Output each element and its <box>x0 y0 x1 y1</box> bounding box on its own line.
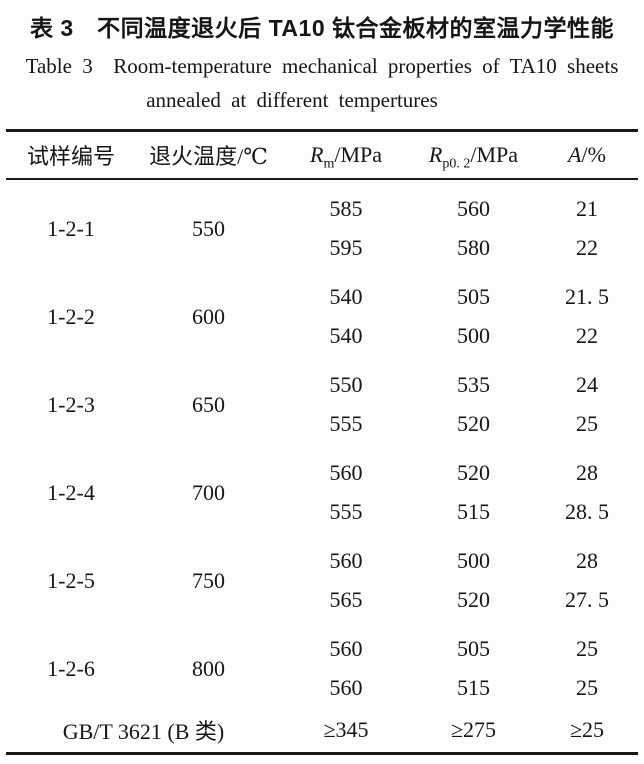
rm-value: 540 <box>329 323 363 348</box>
rm-value: 565 <box>329 587 363 612</box>
sample-id: 1-2-1 <box>47 216 95 241</box>
table-caption-english-line1: Table 3 Room-temperature mechanical prop… <box>25 54 619 78</box>
elongation-unit: /% <box>581 142 606 167</box>
sample-id: 1-2-3 <box>47 392 95 417</box>
rp02-value: 500 <box>457 548 490 573</box>
elongation-value: 22 <box>576 323 598 348</box>
annealing-temperature: 700 <box>192 480 225 505</box>
table-row: 555 520 25 <box>6 404 638 444</box>
table-caption-english-line2: annealed at different tempertures <box>146 88 438 112</box>
table-row: 1-2-1 550 585 560 21 <box>6 179 638 241</box>
rm-value: 560 <box>329 636 363 661</box>
rm-value: 560 <box>329 548 363 573</box>
rp02-value: 505 <box>457 284 490 309</box>
rp02-value: 505 <box>457 636 490 661</box>
annealing-temperature: 600 <box>192 304 225 329</box>
rp02-value: 520 <box>457 460 490 485</box>
elongation-value: 22 <box>576 235 598 260</box>
elongation-value: 21 <box>576 196 598 221</box>
rp02-value: 520 <box>457 587 490 612</box>
table-row: 1-2-2 600 540 505 21. 5 <box>6 268 638 329</box>
annealing-temperature: 750 <box>192 568 225 593</box>
elongation-value: 28 <box>576 548 598 573</box>
elongation-min-value: ≥25 <box>569 717 605 742</box>
col-header-annealing-temperature: 退火温度/℃ <box>136 130 281 180</box>
mechanical-properties-table: 试样编号 退火温度/℃ Rm/MPa Rp0. 2/MPa A/% 1-2-1 … <box>6 129 638 755</box>
elongation-value: 21. 5 <box>565 284 609 309</box>
rm-value: 585 <box>329 196 363 221</box>
header-row: 试样编号 退火温度/℃ Rm/MPa Rp0. 2/MPa A/% <box>6 130 638 180</box>
table-row: 565 520 27. 5 <box>6 580 638 620</box>
elongation-value: 28. 5 <box>565 499 609 524</box>
table-row: 1-2-3 650 550 535 24 <box>6 356 638 417</box>
col-header-elongation: A/% <box>536 130 638 180</box>
elongation-value: 25 <box>576 675 598 700</box>
elongation-value: 28 <box>576 460 598 485</box>
rm-value: 595 <box>329 235 363 260</box>
rp02-value: 520 <box>457 411 490 436</box>
table-title-chinese: 表 3 不同温度退火后 TA10 钛合金板材的室温力学性能 <box>30 15 614 41</box>
annealing-temperature: 800 <box>192 656 225 681</box>
rp02-value: 500 <box>457 323 490 348</box>
elongation-value: 24 <box>576 372 598 397</box>
rm-unit: /MPa <box>334 142 383 167</box>
col-header-rp02: Rp0. 2/MPa <box>411 130 536 180</box>
rp02-value: 580 <box>457 235 490 260</box>
rp02-value: 560 <box>457 196 490 221</box>
rm-value: 550 <box>329 372 363 397</box>
rp02-unit: /MPa <box>470 142 519 167</box>
rm-symbol: R <box>309 142 324 167</box>
table-row: 560 515 25 <box>6 668 638 708</box>
rp02-value: 515 <box>457 499 490 524</box>
standard-reference-row: GB/T 3621 (B 类) ≥345 ≥275 ≥25 <box>6 708 638 754</box>
standard-label: GB/T 3621 (B 类) <box>62 719 225 744</box>
rp02-symbol: R <box>428 142 443 167</box>
rm-value: 560 <box>329 460 363 485</box>
sample-id: 1-2-4 <box>47 480 95 505</box>
rp02-subscript: p0. 2 <box>442 156 471 172</box>
table-row: 595 580 22 <box>6 228 638 268</box>
rp02-min-value: ≥275 <box>450 717 497 742</box>
sample-id: 1-2-6 <box>47 656 95 681</box>
sample-id: 1-2-2 <box>47 304 95 329</box>
rm-value: 555 <box>329 411 363 436</box>
rp02-value: 535 <box>457 372 490 397</box>
elongation-value: 27. 5 <box>565 587 609 612</box>
annealing-temperature: 550 <box>192 216 225 241</box>
table-row: 1-2-6 800 560 505 25 <box>6 620 638 681</box>
table-row: 1-2-5 750 560 500 28 <box>6 532 638 593</box>
col-header-rm: Rm/MPa <box>281 130 411 180</box>
rm-value: 555 <box>329 499 363 524</box>
table-row: 540 500 22 <box>6 316 638 356</box>
rm-subscript: m <box>323 156 335 172</box>
rm-min-value: ≥345 <box>323 717 369 742</box>
rp02-value: 515 <box>457 675 490 700</box>
col-header-sample-id: 试样编号 <box>6 130 136 180</box>
table-row: 1-2-4 700 560 520 28 <box>6 444 638 505</box>
rm-value: 540 <box>329 284 363 309</box>
table-row: 555 515 28. 5 <box>6 492 638 532</box>
rm-value: 560 <box>329 675 363 700</box>
annealing-temperature: 650 <box>192 392 225 417</box>
sample-id: 1-2-5 <box>47 568 95 593</box>
elongation-value: 25 <box>576 636 598 661</box>
elongation-symbol: A <box>568 142 582 167</box>
elongation-value: 25 <box>576 411 598 436</box>
